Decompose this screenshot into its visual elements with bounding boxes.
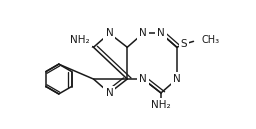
Text: S: S	[181, 39, 187, 49]
Text: CH₃: CH₃	[201, 35, 220, 45]
Text: N: N	[157, 28, 165, 38]
Text: N: N	[105, 28, 113, 38]
Text: N: N	[139, 28, 147, 38]
Text: N: N	[173, 74, 181, 84]
Text: N: N	[105, 88, 113, 98]
Text: NH₂: NH₂	[70, 35, 89, 45]
Text: NH₂: NH₂	[151, 100, 171, 110]
Text: N: N	[139, 74, 147, 84]
